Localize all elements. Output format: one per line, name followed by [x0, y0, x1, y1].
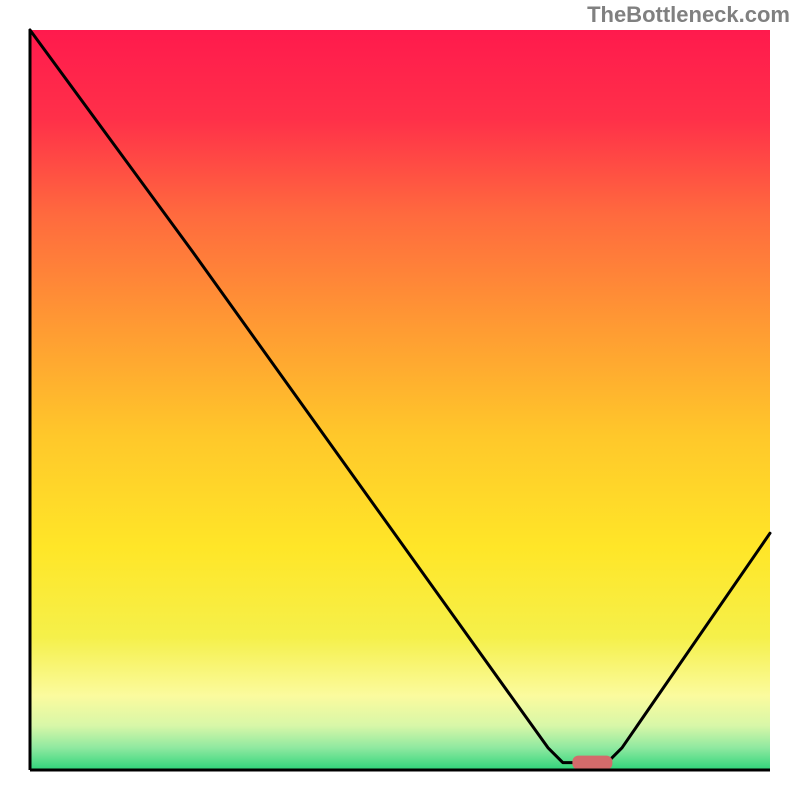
- watermark-text: TheBottleneck.com: [587, 2, 790, 28]
- chart-background: [30, 30, 770, 770]
- optimal-marker: [572, 756, 612, 770]
- bottleneck-chart: [0, 0, 800, 800]
- chart-svg: [0, 0, 800, 800]
